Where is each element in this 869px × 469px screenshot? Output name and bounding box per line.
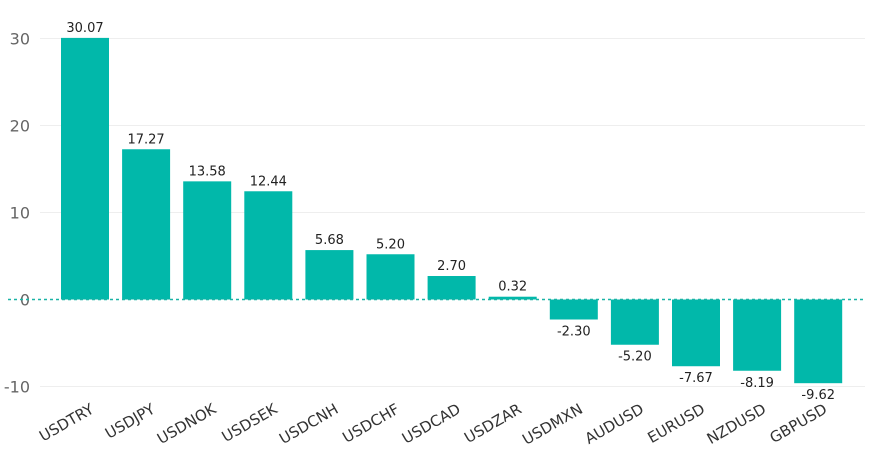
y-tick-label: 0: [20, 291, 30, 310]
y-axis-ticks: -10 0 10 20 30: [4, 30, 30, 397]
bar: [366, 254, 415, 300]
x-tick-label: USDCHF: [339, 400, 402, 447]
bar: [794, 299, 843, 384]
data-labels: 30.07 17.27 13.58 12.44 5.68 5.20 2.70 0.32 -2.3…: [66, 21, 835, 403]
data-label: -9.62: [801, 388, 835, 403]
y-tick-label: -10: [4, 378, 30, 397]
bar: [488, 296, 537, 300]
data-label: 5.68: [315, 233, 344, 248]
x-tick-label: USDZAR: [461, 400, 525, 447]
x-tick-label: USDCNH: [276, 400, 341, 448]
bar: [183, 181, 232, 300]
bar: [427, 276, 476, 300]
x-tick-label: NZDUSD: [704, 400, 769, 448]
x-tick-label: USDSEK: [219, 399, 282, 446]
x-tick-label: GBPUSD: [767, 400, 831, 447]
bar: [549, 299, 598, 320]
x-tick-label: USDCAD: [399, 400, 464, 448]
x-tick-label: USDJPY: [102, 399, 159, 442]
bar: [672, 299, 720, 367]
bar: [610, 299, 659, 345]
bars: [61, 37, 843, 384]
bar: [305, 250, 354, 300]
data-label: -8.19: [740, 376, 774, 391]
bar: [733, 299, 782, 371]
x-tick-label: USDNOK: [154, 399, 220, 448]
data-label: -7.67: [679, 371, 713, 386]
gridlines: [40, 38, 865, 387]
data-label: 2.70: [437, 259, 466, 274]
x-tick-label: AUDUSD: [582, 400, 647, 448]
bar: [122, 149, 171, 300]
x-tick-label: EURUSD: [644, 400, 708, 447]
y-tick-label: 10: [10, 204, 30, 223]
x-tick-label: USDTRY: [36, 399, 98, 445]
y-tick-label: 20: [10, 117, 30, 136]
data-label: 5.20: [376, 237, 405, 252]
data-label: 17.27: [127, 132, 164, 147]
data-label: 0.32: [498, 280, 527, 295]
data-label: -2.30: [557, 325, 591, 340]
data-label: -5.20: [618, 350, 652, 365]
data-label: 30.07: [66, 21, 103, 36]
bar: [61, 37, 109, 300]
data-label: 13.58: [189, 164, 226, 179]
x-tick-label: USDMXN: [519, 400, 586, 449]
y-tick-label: 30: [10, 30, 30, 49]
bar: [244, 191, 293, 300]
data-label: 12.44: [250, 174, 287, 189]
